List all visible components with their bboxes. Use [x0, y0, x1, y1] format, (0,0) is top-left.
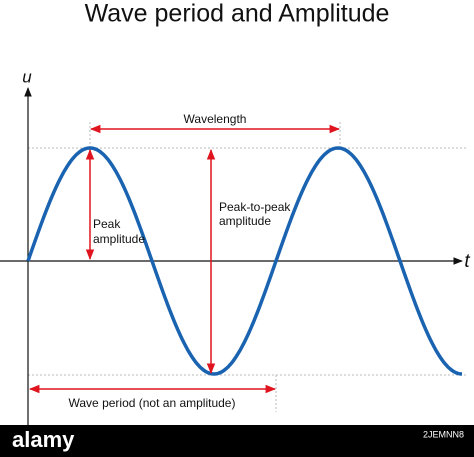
- image-id: 2JEMNN8: [423, 429, 464, 439]
- title: Wave period and Amplitude: [85, 0, 390, 28]
- brand: alamy: [12, 427, 75, 452]
- y-label: u: [22, 67, 32, 86]
- peak-label: amplitude: [93, 232, 145, 246]
- peak-to-peak-label: Peak-to-peak: [219, 200, 291, 214]
- peak-to-peak-label: amplitude: [219, 214, 271, 228]
- x-label: t: [464, 251, 470, 272]
- footer-bar: [0, 425, 474, 457]
- wavelength-label: Wavelength: [184, 112, 247, 126]
- peak-label: Peak: [93, 217, 121, 231]
- sine-wave: [26, 146, 463, 376]
- period-label: Wave period (not an amplitude): [69, 396, 236, 410]
